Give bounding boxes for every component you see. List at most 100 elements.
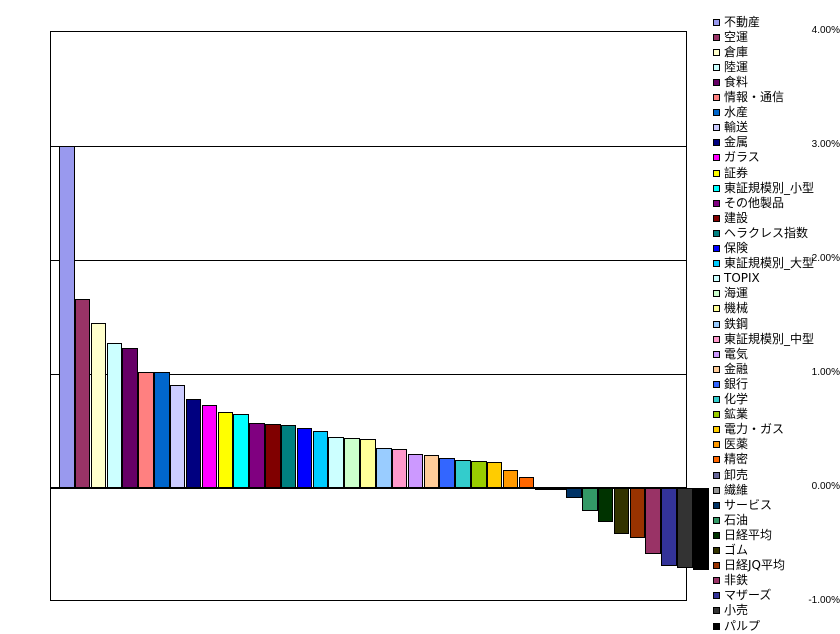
- bar: [471, 460, 487, 488]
- legend-item[interactable]: 卸売: [713, 467, 748, 483]
- bar: [439, 458, 455, 488]
- legend-item[interactable]: 銀行: [713, 376, 748, 392]
- legend-swatch-icon: [713, 320, 720, 328]
- bar: [122, 347, 138, 488]
- legend-item-label: 輸送: [724, 120, 749, 135]
- legend-swatch-icon: [713, 275, 720, 283]
- legend-item[interactable]: 電気: [713, 346, 748, 362]
- legend-swatch-icon: [713, 622, 720, 630]
- legend-item[interactable]: その他製品: [713, 195, 784, 211]
- legend-item[interactable]: 建設: [713, 210, 748, 226]
- legend-item-label: サービス: [724, 497, 773, 512]
- legend-item[interactable]: 東証規模別_大型: [713, 256, 814, 272]
- legend-item-label: 非鉄: [724, 573, 749, 588]
- legend-item[interactable]: サービス: [713, 497, 772, 513]
- legend-swatch-icon: [713, 94, 720, 101]
- legend-item[interactable]: 電力・ガス: [713, 422, 784, 438]
- bar: [106, 343, 123, 488]
- bar: [154, 371, 170, 488]
- legend-swatch-icon: [713, 471, 720, 479]
- legend-swatch-icon: [713, 335, 720, 343]
- legend-item[interactable]: TOPIX: [713, 271, 760, 287]
- legend-item-label: 情報・通信: [724, 90, 785, 104]
- legend-swatch-icon: [713, 229, 720, 237]
- bar: [217, 411, 233, 488]
- legend-item[interactable]: 精密: [713, 452, 748, 468]
- legend-item[interactable]: 輸送: [713, 120, 748, 136]
- legend-item[interactable]: 小売: [713, 603, 748, 619]
- legend-item[interactable]: 空運: [713, 29, 748, 45]
- legend-item[interactable]: 石油: [713, 512, 748, 528]
- legend-item-label: 日経平均: [724, 527, 773, 542]
- bar: [597, 488, 614, 523]
- legend-item[interactable]: マザーズ: [713, 588, 771, 604]
- legend-item[interactable]: 鉱業: [713, 407, 748, 423]
- legend-item[interactable]: 日経JQ平均: [713, 558, 785, 574]
- legend-item[interactable]: 倉庫: [713, 44, 748, 60]
- legend-item[interactable]: ヘラクレス指数: [713, 225, 808, 241]
- legend-item[interactable]: 繊維: [713, 482, 748, 498]
- legend-item[interactable]: 機械: [713, 301, 748, 317]
- legend-item[interactable]: ゴム: [713, 543, 748, 559]
- bar: [566, 488, 582, 499]
- legend-item[interactable]: 鉄鋼: [713, 316, 748, 332]
- legend-item[interactable]: 医薬: [713, 437, 748, 453]
- legend-item[interactable]: 東証規模別_中型: [713, 331, 814, 347]
- legend-item-label: その他製品: [724, 195, 785, 210]
- legend-swatch-icon: [713, 365, 720, 373]
- legend-swatch-icon: [713, 396, 720, 403]
- zero-axis-line: [51, 487, 686, 489]
- legend-item[interactable]: 不動産: [713, 14, 760, 30]
- legend-swatch-icon: [713, 531, 720, 539]
- legend-swatch-icon: [713, 456, 720, 464]
- bar: [613, 488, 630, 534]
- bar: [534, 488, 550, 490]
- bar: [249, 423, 265, 488]
- legend-item[interactable]: 金融: [713, 361, 748, 377]
- bar: [582, 488, 598, 511]
- legend-item[interactable]: 海運: [713, 286, 748, 302]
- legend-swatch-icon: [713, 199, 720, 207]
- legend-swatch-icon: [713, 501, 720, 509]
- legend-item[interactable]: 日経平均: [713, 527, 772, 543]
- legend-swatch-icon: [713, 245, 720, 252]
- bar: [90, 322, 107, 488]
- bar: [185, 399, 202, 488]
- legend-item-label: 鉄鋼: [724, 316, 749, 331]
- legend-item[interactable]: 金属: [713, 135, 748, 151]
- legend-swatch-icon: [713, 577, 720, 585]
- legend-item-label: 陸運: [724, 59, 749, 74]
- legend-item[interactable]: 情報・通信: [713, 90, 784, 106]
- legend-item-label: 卸売: [724, 467, 749, 482]
- legend-swatch-icon: [713, 260, 720, 268]
- bar: [391, 449, 408, 488]
- legend-item[interactable]: 陸運: [713, 59, 748, 75]
- y-axis-tick-label: -1.00%: [808, 595, 840, 606]
- bar: [629, 488, 646, 539]
- legend-item[interactable]: 水産: [713, 105, 748, 121]
- legend-item-label: 東証規模別_中型: [724, 331, 815, 346]
- legend-item[interactable]: 食料: [713, 74, 748, 90]
- legend-item[interactable]: 化学: [713, 392, 748, 408]
- bar: [376, 448, 392, 488]
- legend-swatch-icon: [713, 139, 720, 147]
- legend-item[interactable]: 東証規模別_小型: [713, 180, 814, 196]
- legend-item-label: 日経JQ平均: [724, 558, 785, 573]
- legend-item-label: 電気: [724, 346, 749, 361]
- bar: [360, 438, 376, 488]
- legend-item[interactable]: パルプ: [713, 618, 760, 634]
- legend-swatch-icon: [713, 33, 720, 41]
- legend-item[interactable]: 非鉄: [713, 573, 748, 589]
- bar: [233, 413, 249, 488]
- bar-series: [51, 32, 709, 600]
- legend-item[interactable]: 証券: [713, 165, 748, 181]
- legend-item[interactable]: ガラス: [713, 150, 760, 166]
- y-axis-tick-label: 1.00%: [811, 367, 840, 378]
- legend-item-label: マザーズ: [724, 588, 772, 603]
- legend-item-label: 石油: [724, 512, 749, 527]
- legend-item[interactable]: 保険: [713, 241, 748, 257]
- legend-swatch-icon: [713, 562, 720, 570]
- bar: [201, 404, 218, 488]
- bar: [296, 427, 313, 488]
